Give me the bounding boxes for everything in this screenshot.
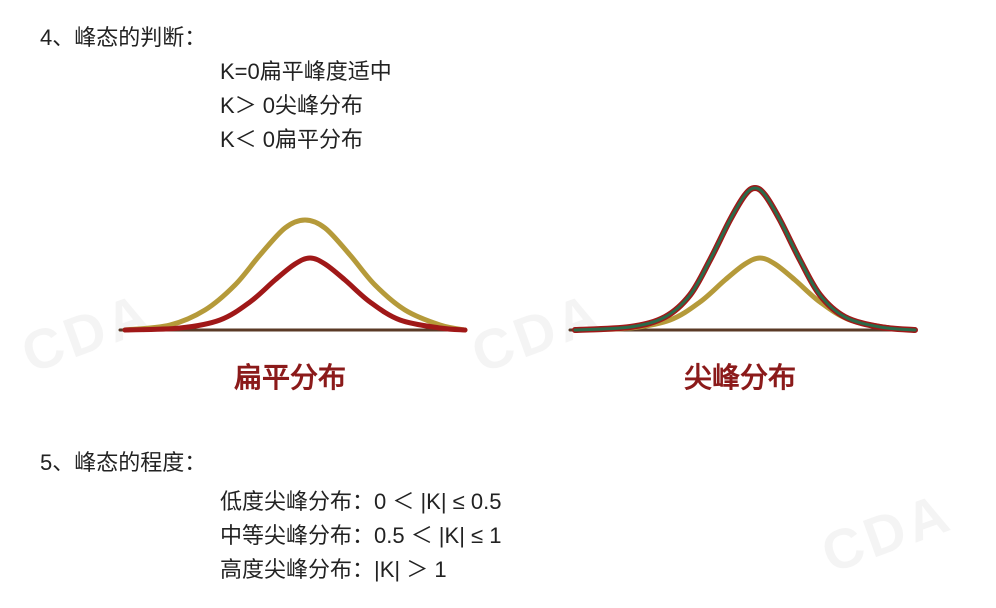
flat-distribution-svg (110, 180, 470, 350)
peak-distribution-chart: 尖峰分布 (560, 180, 920, 396)
rule-mid-peak: 中等尖峰分布：0.5 ＜ |K| ≤ 1 (220, 519, 501, 553)
rule-k-zero: K=0扁平峰度适中 (220, 55, 392, 89)
rule-low-peak: 低度尖峰分布：0 ＜ |K| ≤ 0.5 (220, 485, 501, 519)
rule-k-negative: K＜ 0扁平分布 (220, 123, 392, 157)
peak-distribution-label: 尖峰分布 (560, 356, 920, 396)
peak-distribution-svg (560, 180, 920, 350)
section4-rules: K=0扁平峰度适中 K＞ 0尖峰分布 K＜ 0扁平分布 (220, 55, 392, 157)
section5-rules: 低度尖峰分布：0 ＜ |K| ≤ 0.5 中等尖峰分布：0.5 ＜ |K| ≤ … (220, 485, 501, 587)
section5-heading: 5、峰态的程度： (40, 445, 206, 477)
rule-k-positive: K＞ 0尖峰分布 (220, 89, 392, 123)
section4-heading: 4、峰态的判断： (40, 20, 206, 52)
flat-distribution-chart: 扁平分布 (110, 180, 470, 396)
rule-high-peak: 高度尖峰分布：|K| ＞ 1 (220, 553, 501, 587)
flat-distribution-label: 扁平分布 (110, 356, 470, 396)
watermark: CDA (813, 479, 961, 586)
